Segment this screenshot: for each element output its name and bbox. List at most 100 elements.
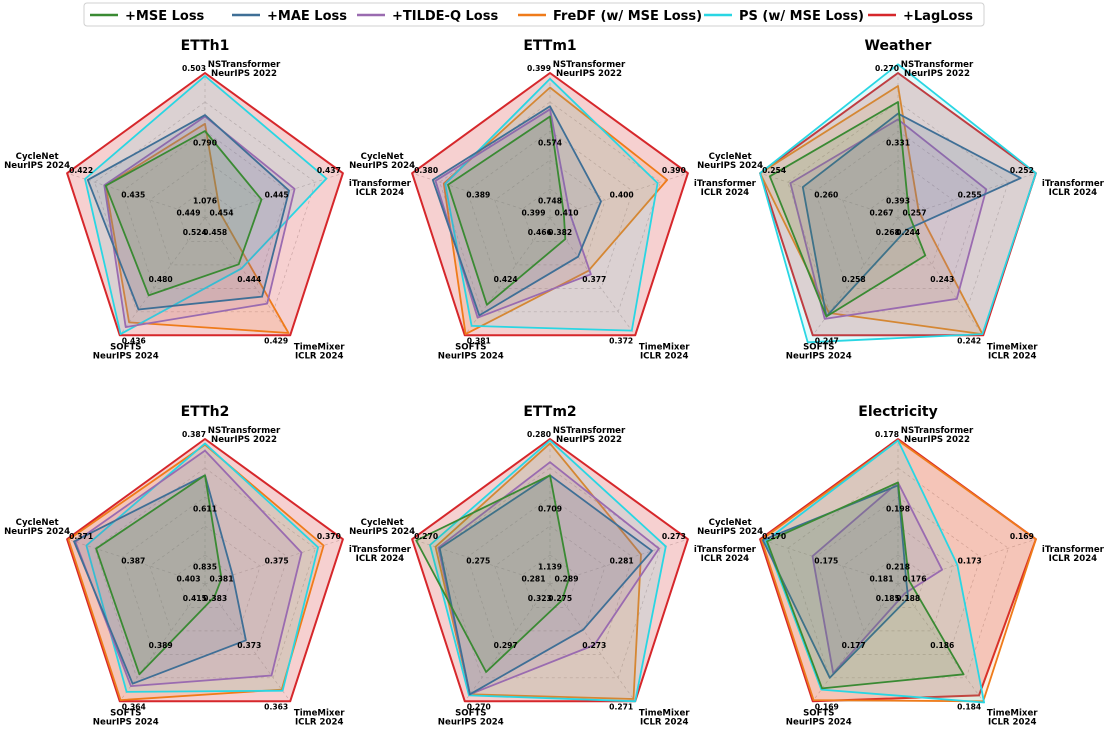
axis-label-line1: TimeMixer (294, 708, 345, 718)
legend-label-mae-loss: +MAE Loss (267, 9, 347, 24)
panel-title: ETTh2 (181, 404, 230, 420)
tick-label: 0.400 (610, 191, 634, 200)
tick-label: 0.458 (203, 228, 227, 237)
axis-label-itransformer: iTransformer ICLR 2024 (349, 179, 412, 198)
axis-label-line1: iTransformer (349, 545, 412, 555)
tick-label: 0.281 (610, 557, 634, 566)
tick-label: 0.258 (842, 275, 866, 284)
axis-label-line2: NeurIPS 2024 (349, 527, 415, 537)
axis-label-line2: NeurIPS 2024 (4, 527, 70, 537)
axis-label-line1: TimeMixer (987, 708, 1038, 718)
series-polygon-mae-loss (431, 105, 602, 317)
axis-label-line2: ICLR 2024 (295, 351, 344, 361)
series-polygon-lagloss (759, 72, 1037, 337)
tick-label: 0.247 (815, 336, 839, 345)
axis-label-cyclenet: CycleNet NeurIPS 2024 (349, 152, 415, 171)
axis-label-cyclenet: CycleNet NeurIPS 2024 (4, 152, 70, 171)
axis-label-nstransformer: NSTransformer NeurIPS 2022 (901, 426, 974, 445)
axis-label-line1: NSTransformer (208, 60, 281, 70)
axis-label-line2: NeurIPS 2022 (556, 435, 622, 445)
axis-label-line2: ICLR 2024 (356, 188, 405, 198)
axis-label-line1: NSTransformer (208, 426, 281, 436)
axis-label-nstransformer: NSTransformer NeurIPS 2022 (553, 60, 626, 79)
tick-label: 0.466 (528, 228, 552, 237)
tick-label: 1.139 (538, 563, 562, 572)
tick-label: 0.445 (265, 191, 289, 200)
axis-label-timemixer: TimeMixer ICLR 2024 (294, 708, 345, 727)
tick-label: 0.503 (182, 64, 206, 73)
axis-label-line2: ICLR 2024 (640, 717, 689, 727)
tick-label: 0.415 (183, 594, 207, 603)
grid-spoke (897, 217, 984, 336)
tick-label: 1.076 (193, 197, 217, 206)
radar-panel-electricity: Electricity0.1780.1980.2180.1690.1730.17… (697, 404, 1105, 727)
tick-label: 0.377 (582, 275, 606, 284)
tick-label: 0.270 (467, 702, 491, 711)
tick-label: 0.198 (886, 505, 910, 514)
radar-axis-labels: NSTransformer NeurIPS 2022 iTransformer ICL… (4, 60, 412, 361)
tick-label: 0.177 (842, 641, 866, 650)
grid-ring (869, 188, 927, 242)
tick-label: 0.399 (521, 209, 545, 218)
axis-label-line2: NeurIPS 2024 (4, 161, 70, 171)
axis-label-line1: NSTransformer (901, 426, 974, 436)
tick-label: 0.436 (122, 336, 146, 345)
axis-label-line1: CycleNet (709, 518, 752, 528)
tick-label: 0.835 (193, 563, 217, 572)
axis-label-line1: SOFTS (110, 708, 141, 718)
series-polygon-lagloss (411, 72, 689, 337)
radar-series (411, 72, 689, 337)
tick-label: 0.444 (237, 275, 261, 284)
grid-spoke (66, 538, 206, 585)
grid-spoke (897, 583, 984, 702)
tick-label: 0.218 (886, 563, 910, 572)
tick-label: 0.480 (149, 275, 173, 284)
tick-label: 0.243 (930, 275, 954, 284)
radar-panel-ettm1: ETTm1 0.399 0.574 0.748 0.390 0.400 0.410 0.372… (349, 38, 757, 361)
tick-label: 0.186 (930, 641, 954, 650)
axis-label-line2: NeurIPS 2022 (211, 69, 277, 79)
grid-spoke (759, 538, 899, 585)
grid-spoke (204, 217, 291, 336)
series-polygon-fredf-w-mse-loss (434, 442, 642, 700)
axis-label-nstransformer: NSTransformer NeurIPS 2022 (208, 426, 281, 445)
tick-label: 0.454 (209, 209, 233, 218)
series-polygon-ps-w-mse-loss (759, 63, 1037, 344)
tick-label: 0.429 (264, 336, 288, 345)
axis-label-line2: NeurIPS 2022 (904, 69, 970, 79)
tick-label: 0.709 (538, 505, 562, 514)
axis-label-line1: NSTransformer (901, 60, 974, 70)
axis-label-timemixer: TimeMixer ICLR 2024 (987, 708, 1038, 727)
series-polygon-ps-w-mse-loss (764, 439, 985, 704)
tick-label: 0.169 (1010, 532, 1034, 541)
tick-label: 0.373 (237, 641, 261, 650)
tick-label: 0.169 (815, 702, 839, 711)
radar-series (759, 438, 1037, 704)
grid-ring (494, 525, 606, 632)
series-polygon-mae-loss (438, 474, 653, 696)
tick-label: 0.275 (466, 557, 490, 566)
tick-label: 0.375 (265, 557, 289, 566)
grid-ring (466, 130, 634, 289)
axis-label-softs: SOFTS NeurIPS 2024 (438, 708, 504, 727)
legend-label-tilde-q-loss: +TILDE-Q Loss (392, 9, 498, 24)
tick-label: 0.437 (317, 166, 341, 175)
radar-panel-etth1: ETTh1 0.503 0.790 1.076 0.437 0.445 0.454 0.429… (4, 38, 412, 361)
axis-label-line2: NeurIPS 2024 (438, 351, 504, 361)
axis-label-line2: NeurIPS 2024 (438, 717, 504, 727)
tick-label: 0.382 (548, 228, 572, 237)
radar-tick-labels: 0.280 0.709 1.139 0.273 0.281 0.289 0.271 0.273… (414, 430, 686, 711)
series-polygon-lagloss (66, 72, 344, 337)
radar-tick-labels: 0.399 0.574 0.748 0.390 0.400 0.410 0.372 0.377… (414, 64, 686, 345)
axis-label-timemixer: TimeMixer ICLR 2024 (987, 342, 1038, 361)
axis-label-line2: ICLR 2024 (356, 554, 405, 564)
grid-spoke (204, 583, 291, 702)
grid-ring (121, 130, 289, 289)
grid-ring (521, 554, 579, 608)
series-polygon-mse-loss (768, 101, 927, 318)
axis-label-line2: NeurIPS 2022 (211, 435, 277, 445)
axis-label-timemixer: TimeMixer ICLR 2024 (639, 708, 690, 727)
radar-tick-labels: 0.503 0.790 1.076 0.437 0.445 0.454 0.429 0.444… (69, 64, 341, 345)
tick-label: 0.181 (869, 575, 893, 584)
